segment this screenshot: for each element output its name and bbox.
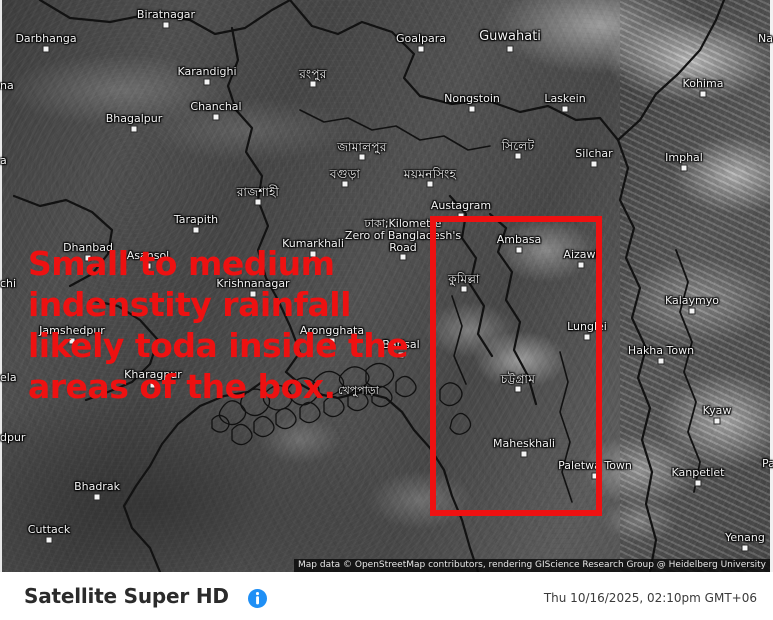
place-marker-dot <box>417 45 425 53</box>
satellite-imagery-texture <box>0 0 773 572</box>
place-marker-dot <box>397 351 405 359</box>
place-marker-dot <box>514 385 522 393</box>
place-marker-dot <box>130 125 138 133</box>
place-marker-dot <box>680 164 688 172</box>
place-marker-dot <box>254 198 262 206</box>
place-marker-dot <box>93 493 101 501</box>
place-marker-dot <box>460 285 468 293</box>
place-marker-dot <box>468 105 476 113</box>
place-marker-dot <box>688 307 696 315</box>
place-marker-dot <box>694 479 702 487</box>
place-marker-dot <box>426 180 434 188</box>
place-marker-dot <box>583 333 591 341</box>
place-marker-dot <box>45 536 53 544</box>
place-marker-dot <box>162 21 170 29</box>
footer-bar: Satellite Super HD Thu 10/16/2025, 02:10… <box>0 572 773 620</box>
map-edge-left <box>0 0 2 572</box>
place-marker-dot <box>520 450 528 458</box>
rainfall-highlight-box <box>430 216 602 516</box>
rainfall-annotation-text: Small to medium indenstity rainfall like… <box>28 244 409 406</box>
place-marker-dot <box>713 417 721 425</box>
place-marker-dot <box>192 226 200 234</box>
satellite-map[interactable]: Biratnagar Darbhanga Goalpara Guwahati Karan… <box>0 0 773 572</box>
place-marker-dot <box>506 45 514 53</box>
place-marker-dot <box>328 337 336 345</box>
place-marker-dot <box>249 290 257 298</box>
place-marker-dot <box>657 357 665 365</box>
map-edge-right <box>770 0 773 572</box>
place-marker-dot <box>42 45 50 53</box>
place-marker-dot <box>149 381 157 389</box>
place-marker-dot <box>203 78 211 86</box>
place-marker-dot <box>399 253 407 261</box>
place-marker-dot <box>341 180 349 188</box>
place-marker-dot <box>212 113 220 121</box>
place-marker-dot <box>699 90 707 98</box>
place-marker-dot <box>514 152 522 160</box>
place-marker-dot <box>577 261 585 269</box>
place-marker-dot <box>358 153 366 161</box>
info-circle-icon[interactable] <box>248 589 267 608</box>
page-title: Satellite Super HD <box>24 584 229 608</box>
place-marker-dot <box>561 105 569 113</box>
place-marker-dot <box>741 544 749 552</box>
place-marker-dot <box>309 80 317 88</box>
place-marker-dot <box>590 160 598 168</box>
timestamp-label: Thu 10/16/2025, 02:10pm GMT+06 <box>543 591 757 605</box>
place-marker-dot <box>68 337 76 345</box>
place-marker-dot <box>515 246 523 254</box>
place-marker-dot <box>144 262 152 270</box>
satellite-imagery-noise <box>0 0 773 572</box>
satellite-imagery-base <box>0 0 773 572</box>
map-attribution: Map data © OpenStreetMap contributors, r… <box>294 559 770 572</box>
place-marker-dot <box>309 250 317 258</box>
place-marker-dot <box>84 254 92 262</box>
